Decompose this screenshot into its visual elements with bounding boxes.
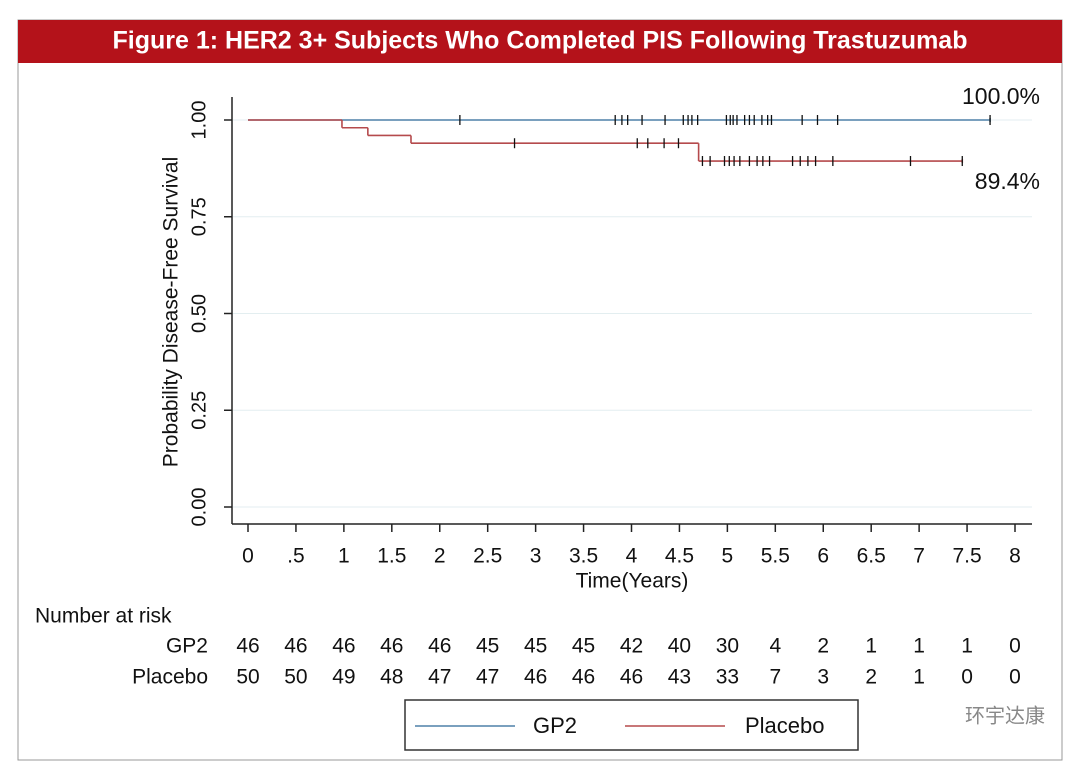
at-risk-value: 46 <box>620 666 643 689</box>
x-tick-label: 3.5 <box>569 545 598 568</box>
at-risk-value: 48 <box>380 666 403 689</box>
at-risk-value: 2 <box>865 666 877 689</box>
at-risk-value: 1 <box>913 635 925 658</box>
x-tick-label: 6 <box>817 545 829 568</box>
at-risk-value: 49 <box>332 666 355 689</box>
end-label: 100.0% <box>962 83 1040 109</box>
x-tick-label: .5 <box>287 545 305 568</box>
y-tick-label: 0.75 <box>188 197 210 236</box>
at-risk-value: 46 <box>572 666 595 689</box>
y-tick-label: 1.00 <box>188 101 210 140</box>
at-risk-value: 50 <box>236 666 259 689</box>
at-risk-value: 30 <box>716 635 739 658</box>
at-risk-value: 0 <box>1009 666 1021 689</box>
end-label: 89.4% <box>975 168 1040 194</box>
at-risk-value: 47 <box>428 666 451 689</box>
at-risk-value: 45 <box>524 635 547 658</box>
y-tick-label: 0.25 <box>188 391 210 430</box>
at-risk-row-label: GP2 <box>166 635 208 658</box>
at-risk-value: 0 <box>1009 635 1021 658</box>
x-tick-label: 4.5 <box>665 545 694 568</box>
at-risk-value: 46 <box>428 635 451 658</box>
x-tick-label: 2 <box>434 545 446 568</box>
y-axis-label: Probability Disease-Free Survival <box>160 157 183 467</box>
at-risk-value: 45 <box>572 635 595 658</box>
at-risk-value: 1 <box>913 666 925 689</box>
chart-title: Figure 1: HER2 3+ Subjects Who Completed… <box>113 27 968 55</box>
at-risk-row-label: Placebo <box>132 666 208 689</box>
x-tick-label: 0 <box>242 545 254 568</box>
at-risk-value: 1 <box>961 635 973 658</box>
y-tick-label: 0.00 <box>188 488 210 527</box>
x-tick-label: 3 <box>530 545 542 568</box>
at-risk-value: 50 <box>284 666 307 689</box>
title-banner <box>18 20 1062 63</box>
at-risk-value: 1 <box>865 635 877 658</box>
at-risk-value: 46 <box>236 635 259 658</box>
x-tick-label: 1.5 <box>377 545 406 568</box>
x-tick-label: 1 <box>338 545 350 568</box>
x-tick-label: 4 <box>626 545 638 568</box>
at-risk-value: 46 <box>380 635 403 658</box>
at-risk-value: 0 <box>961 666 973 689</box>
x-tick-label: 5.5 <box>761 545 790 568</box>
at-risk-value: 46 <box>284 635 307 658</box>
x-tick-label: 7.5 <box>952 545 981 568</box>
at-risk-value: 43 <box>668 666 691 689</box>
legend-label: GP2 <box>533 713 577 738</box>
x-tick-label: 5 <box>722 545 734 568</box>
at-risk-title: Number at risk <box>35 605 172 628</box>
at-risk-value: 2 <box>817 635 829 658</box>
x-tick-label: 8 <box>1009 545 1021 568</box>
at-risk-value: 47 <box>476 666 499 689</box>
at-risk-value: 4 <box>769 635 781 658</box>
x-axis-label: Time(Years) <box>576 570 689 593</box>
at-risk-value: 45 <box>476 635 499 658</box>
at-risk-value: 40 <box>668 635 691 658</box>
x-tick-label: 6.5 <box>857 545 886 568</box>
at-risk-value: 46 <box>524 666 547 689</box>
y-tick-label: 0.50 <box>188 294 210 333</box>
x-tick-label: 2.5 <box>473 545 502 568</box>
legend-box <box>404 699 859 751</box>
at-risk-value: 42 <box>620 635 643 658</box>
at-risk-value: 7 <box>769 666 781 689</box>
at-risk-value: 33 <box>716 666 739 689</box>
watermark: 环宇达康 <box>965 704 1045 727</box>
x-tick-label: 7 <box>913 545 925 568</box>
at-risk-value: 3 <box>817 666 829 689</box>
at-risk-value: 46 <box>332 635 355 658</box>
legend-label: Placebo <box>745 713 825 738</box>
